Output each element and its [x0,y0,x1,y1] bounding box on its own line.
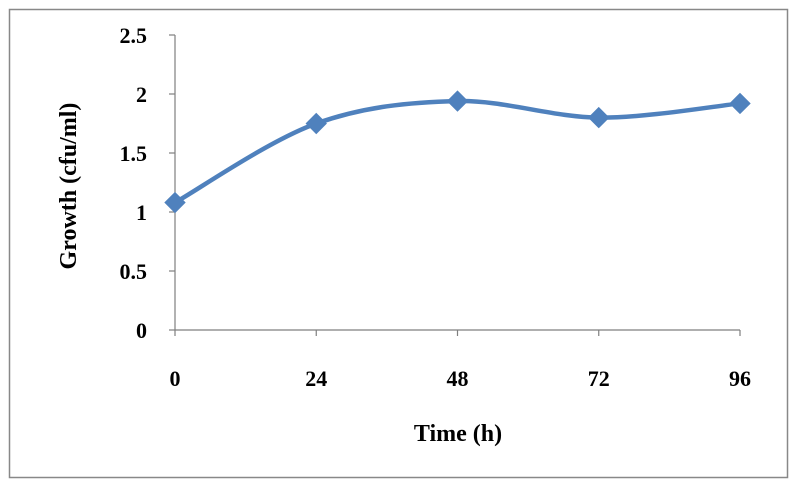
data-point-marker [446,90,469,112]
data-point-marker [305,112,327,135]
data-point-marker [164,191,186,214]
data-point-marker [588,106,610,129]
x-tick-label: 48 [447,366,469,391]
x-axis-label: Time (h) [414,421,502,447]
x-tick-label: 72 [588,366,610,391]
y-tick-label: 1 [136,200,147,225]
x-tick-label: 96 [729,366,751,391]
x-tick-label: 0 [170,366,181,391]
y-tick-label: 0.5 [120,259,148,284]
y-tick-label: 1.5 [120,141,148,166]
x-tick-label: 24 [305,366,327,391]
y-axis-label: Growth (cfu/ml) [56,103,82,270]
marker-layer [164,90,751,214]
y-tick-label: 2 [136,82,147,107]
y-tick-label: 2.5 [120,23,148,48]
chart-border [8,8,789,479]
data-point-marker [729,92,751,115]
y-tick-label: 0 [136,318,147,343]
axes: 0 0.5 1 1.5 2 2.5 0 24 48 72 96 [120,23,752,391]
